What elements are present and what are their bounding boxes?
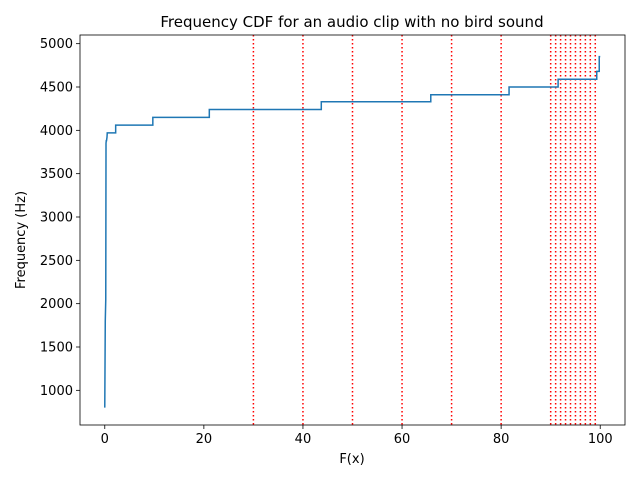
- x-tick-label: 80: [493, 432, 510, 447]
- plot-area-frame: [79, 34, 626, 426]
- series-group: [104, 55, 601, 408]
- y-tick-label: 3500: [40, 167, 73, 182]
- y-tick-label: 4000: [40, 124, 73, 139]
- y-tick-label: 1000: [40, 384, 73, 399]
- x-tick-label: 40: [295, 432, 312, 447]
- y-tick-label: 2500: [40, 254, 73, 269]
- x-tick-label: 0: [101, 432, 109, 447]
- y-tick-label: 5000: [40, 37, 73, 52]
- x-axis-label: F(x): [339, 452, 364, 467]
- x-tick-label: 100: [588, 432, 613, 447]
- x-tick-label: 20: [196, 432, 213, 447]
- x-tick-label: 60: [394, 432, 411, 447]
- x-axis: 0 20 40 60 80 100: [101, 425, 613, 447]
- y-tick-label: 2000: [40, 297, 73, 312]
- y-axis: 1000 1500 2000 2500 3000 3500 4000 4500 5000: [40, 37, 80, 399]
- y-axis-label: Frequency (Hz): [14, 191, 29, 289]
- y-tick-label: 4500: [40, 81, 73, 96]
- y-tick-label: 1500: [40, 341, 73, 356]
- chart-title: Frequency CDF for an audio clip with no …: [160, 13, 543, 31]
- percentile-lines: [252, 35, 597, 425]
- series-line-0: [104, 55, 601, 408]
- y-tick-label: 3000: [40, 211, 73, 226]
